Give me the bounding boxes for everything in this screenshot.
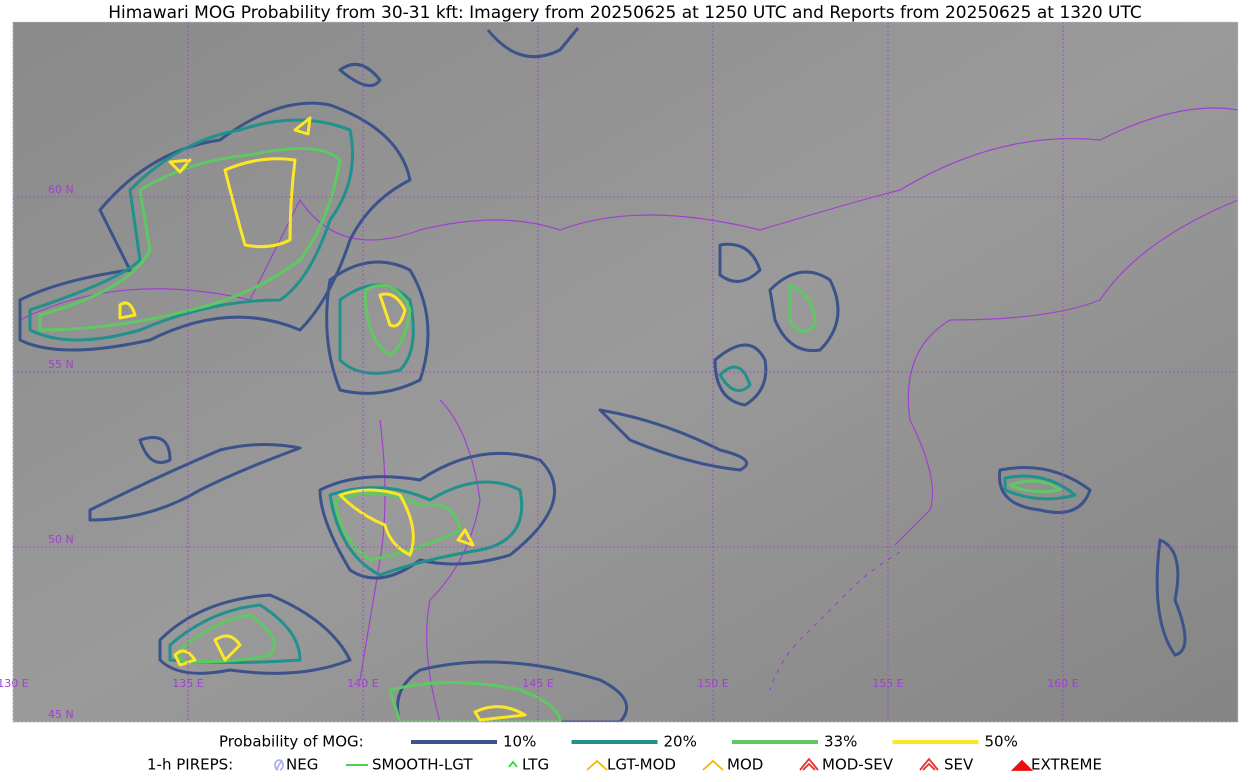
latitude-label: 50 N (48, 533, 74, 546)
latitude-label: 60 N (48, 183, 74, 196)
longitude-label: 145 E (522, 677, 553, 690)
title: Himawari MOG Probability from 30-31 kft:… (108, 3, 1142, 23)
legend-label: 33% (824, 733, 857, 751)
island-chain (769, 551, 901, 691)
longitude-label: 130 E (0, 677, 29, 690)
legend-title: 1-h PIREPS: (147, 756, 233, 774)
pirep-symbol (702, 759, 724, 771)
contour-33 (38, 147, 1062, 722)
legend-label: EXTREME (1031, 756, 1102, 774)
legend-label: 10% (503, 733, 536, 751)
coastline (359, 399, 481, 722)
pirep-symbol (799, 757, 819, 771)
latitude-label: 45 N (48, 708, 74, 721)
legend-title: Probability of MOG: (219, 733, 364, 751)
longitude-label: 140 E (347, 677, 378, 690)
coastline (894, 199, 1238, 546)
pirep-symbol (919, 757, 939, 771)
legend-label: LTG (522, 756, 549, 774)
pirep-symbol (1010, 759, 1034, 771)
legend-label: MOD (727, 756, 763, 774)
map-frame (12, 21, 1239, 723)
legend-label: MOD-SEV (822, 756, 894, 774)
pirep-symbol (274, 759, 284, 771)
longitude-label: 155 E (872, 677, 903, 690)
pirep-symbol (586, 759, 608, 771)
contour-10 (18, 27, 1187, 722)
longitude-label: 150 E (697, 677, 728, 690)
contour-50 (118, 116, 527, 722)
pirep-symbol (508, 760, 518, 768)
legend: Probability of MOG: 1-h PIREPS: 10% 20% 33… (147, 733, 1102, 774)
legend-label: LGT-MOD (607, 756, 676, 774)
longitude-label: 160 E (1047, 677, 1078, 690)
longitude-label: 135 E (172, 677, 203, 690)
legend-label: 20% (664, 733, 697, 751)
latitude-label: 55 N (48, 358, 74, 371)
legend-label: 50% (985, 733, 1018, 751)
legend-label: SMOOTH-LGT (372, 756, 473, 774)
legend-label: NEG (286, 756, 318, 774)
legend-label: SEV (944, 756, 974, 774)
coastline (19, 107, 1238, 321)
